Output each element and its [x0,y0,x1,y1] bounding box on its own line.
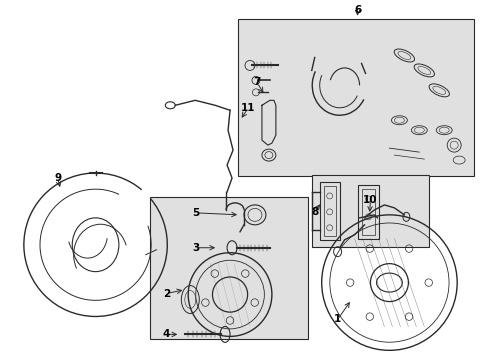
Bar [323,186,335,236]
Text: 7: 7 [253,77,260,87]
Bar [319,182,339,240]
Bar [238,19,473,176]
Text: 10: 10 [363,195,377,205]
Text: 5: 5 [192,208,200,218]
Text: 4: 4 [163,329,170,339]
Bar [311,175,428,247]
Text: 6: 6 [353,5,361,15]
Bar [150,197,307,339]
Bar [361,189,375,235]
Text: 1: 1 [333,314,341,324]
Bar [357,185,379,239]
Text: 8: 8 [310,207,318,217]
Text: 9: 9 [54,173,61,183]
Text: 2: 2 [163,289,170,298]
Text: 11: 11 [240,103,255,113]
Text: 3: 3 [192,243,200,253]
